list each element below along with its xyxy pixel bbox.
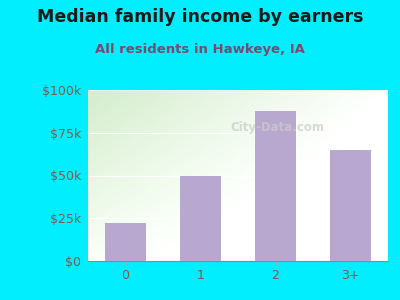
- Bar: [105, 224, 146, 261]
- Bar: [255, 110, 296, 261]
- Text: City-Data.com: City-Data.com: [230, 121, 324, 134]
- Bar: [180, 176, 221, 261]
- Text: Median family income by earners: Median family income by earners: [37, 8, 363, 26]
- Text: All residents in Hawkeye, IA: All residents in Hawkeye, IA: [95, 44, 305, 56]
- Bar: [330, 150, 371, 261]
